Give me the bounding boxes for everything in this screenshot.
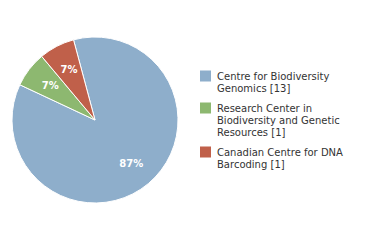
legend: Centre for BiodiversityGenomics [13] Rese… bbox=[200, 71, 343, 171]
data-label: 7% bbox=[60, 64, 77, 75]
chart: 87% 7%7% Centre for BiodiversityGenomics [… bbox=[0, 0, 380, 240]
data-label: 7% bbox=[42, 80, 59, 91]
legend-item: Centre for BiodiversityGenomics [13] bbox=[200, 71, 330, 95]
data-label: 87% bbox=[119, 158, 143, 169]
legend-swatch bbox=[200, 147, 211, 158]
legend-swatch bbox=[200, 103, 211, 114]
legend-item: Research Center inBiodiversity and Genet… bbox=[200, 103, 340, 139]
data-labels: 87% 7%7% bbox=[42, 64, 143, 168]
legend-item: Canadian Centre for DNABarcoding [1] bbox=[200, 147, 343, 171]
pie-slice bbox=[12, 37, 178, 203]
pie bbox=[12, 37, 178, 203]
legend-label: Canadian Centre for DNABarcoding [1] bbox=[217, 147, 343, 170]
legend-label: Research Center inBiodiversity and Genet… bbox=[217, 103, 340, 138]
legend-swatch bbox=[200, 71, 211, 82]
pie-slice bbox=[42, 40, 95, 120]
legend-label: Centre for BiodiversityGenomics [13] bbox=[217, 71, 330, 94]
